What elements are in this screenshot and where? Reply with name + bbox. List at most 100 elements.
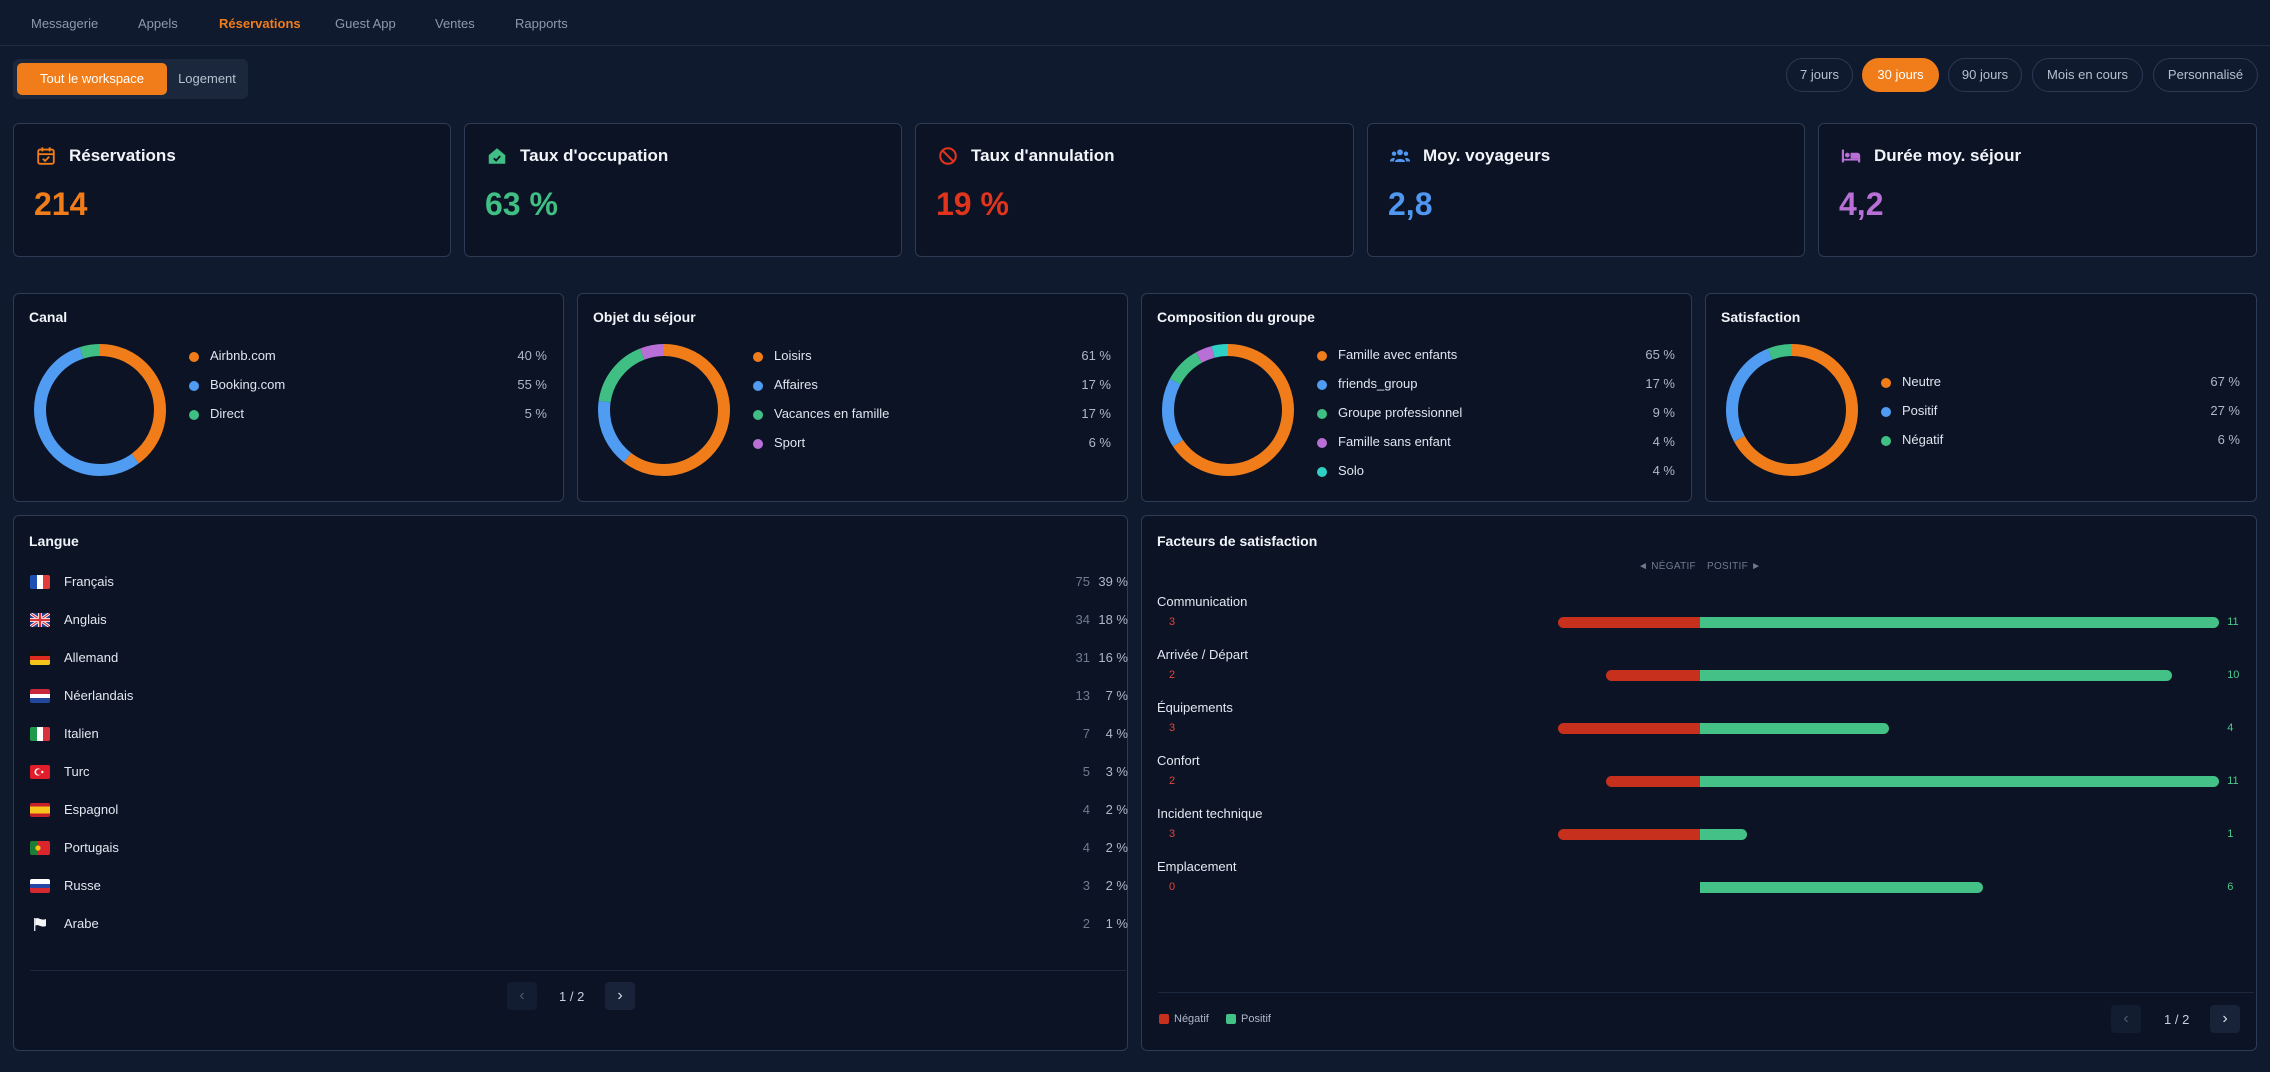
scope-toggle: Tout le workspace Logement: [13, 59, 248, 99]
legend-item[interactable]: Groupe professionnel 9 %: [1317, 405, 1675, 425]
white-flag-icon: [30, 917, 50, 931]
language-row: Allemand 31 16 %: [30, 649, 1128, 671]
language-percent: 7 %: [1105, 688, 1128, 703]
card-title: Objet du séjour: [593, 309, 696, 325]
donut-slice-2[interactable]: [34, 344, 166, 476]
factor-positive-bar[interactable]: [1700, 617, 2220, 628]
factor-positive-bar[interactable]: [1700, 829, 1748, 840]
ban-icon: [939, 147, 957, 165]
legend-label: Solo: [1338, 463, 1365, 478]
factor-positive-bar[interactable]: [1700, 723, 1889, 734]
donut-slice-4[interactable]: [1162, 344, 1294, 476]
legend-label: Affaires: [774, 377, 818, 392]
nav-item-guest-app[interactable]: Guest App: [335, 16, 396, 31]
legend-item[interactable]: Affaires 17 %: [753, 377, 1111, 397]
positive-axis-label: POSITIF ►: [1707, 561, 1762, 572]
factor-positive-bar[interactable]: [1700, 882, 1984, 893]
page-indicator: 1 / 2: [2164, 1012, 2190, 1027]
language-percent: 2 %: [1105, 878, 1128, 893]
legend-dot: [1317, 351, 1327, 361]
legend-item[interactable]: Famille sans enfant 4 %: [1317, 434, 1675, 454]
legend-item[interactable]: Direct 5 %: [189, 406, 547, 426]
next-page-button[interactable]: ›: [2210, 1005, 2240, 1033]
next-page-button[interactable]: ›: [605, 982, 635, 1010]
legend-item[interactable]: Loisirs 61 %: [753, 348, 1111, 368]
legend-negative-label: Négatif: [1174, 1013, 1209, 1025]
period-custom-button[interactable]: Personnalisé: [2153, 58, 2258, 92]
donut-slice-1[interactable]: [34, 344, 166, 476]
period-30-days-button[interactable]: 30 jours: [1862, 58, 1939, 92]
factor-positive-bar[interactable]: [1700, 670, 2172, 681]
factor-negative-bar[interactable]: [1605, 670, 1700, 681]
period-current-month-button[interactable]: Mois en cours: [2032, 58, 2143, 92]
donut-slice-3[interactable]: [598, 344, 730, 476]
divider: [1158, 992, 2254, 993]
legend-percent: 40 %: [517, 348, 547, 363]
legend-label: Neutre: [1902, 374, 1942, 389]
kpi-title: Taux d'occupation: [520, 146, 669, 165]
kpi-title: Moy. voyageurs: [1423, 146, 1551, 165]
legend-label: Loisirs: [774, 348, 812, 363]
legend-item[interactable]: Vacances en famille 17 %: [753, 406, 1111, 426]
donut-slice-2[interactable]: [1726, 344, 1858, 476]
language-name: Anglais: [64, 612, 107, 627]
nav-item-messagerie[interactable]: Messagerie: [31, 16, 99, 31]
scope-workspace-button[interactable]: Tout le workspace: [17, 63, 167, 95]
legend-dot: [1881, 378, 1891, 388]
kpi-card-reservations: Réservations 214: [13, 123, 451, 257]
language-percent: 18 %: [1098, 612, 1128, 627]
kpi-card-avg-guests: Moy. voyageurs 2,8: [1367, 123, 1805, 257]
factor-negative-bar[interactable]: [1558, 617, 1700, 628]
nav-item-ventes[interactable]: Ventes: [435, 16, 475, 31]
legend-label: Airbnb.com: [210, 348, 276, 363]
legend-percent: 27 %: [2210, 403, 2240, 418]
donut-card-purpose: Objet du séjour Loisirs 61 % Affaires 17 % V…: [577, 293, 1128, 502]
netherlands-flag-icon: [30, 689, 50, 703]
factor-negative-bar[interactable]: [1558, 723, 1700, 734]
page-indicator: 1 / 2: [559, 989, 585, 1004]
legend-dot: [1317, 438, 1327, 448]
legend-item[interactable]: Sport 6 %: [753, 435, 1111, 455]
legend-item[interactable]: Neutre 67 %: [1881, 374, 2240, 394]
period-7-days-button[interactable]: 7 jours: [1786, 58, 1853, 92]
nav-item-rapports[interactable]: Rapports: [515, 16, 568, 31]
scope-property-button[interactable]: Logement: [178, 71, 236, 86]
legend-item[interactable]: Booking.com 55 %: [189, 377, 547, 397]
legend-percent: 17 %: [1645, 376, 1675, 391]
factor-negative-bar[interactable]: [1558, 829, 1700, 840]
card-title: Facteurs de satisfaction: [1157, 533, 1318, 549]
legend-percent: 5 %: [524, 406, 547, 421]
language-percent: 4 %: [1105, 726, 1128, 741]
donut-slice-1[interactable]: [1726, 344, 1858, 476]
prev-page-button[interactable]: ‹: [2111, 1005, 2141, 1033]
donut-card-satisfaction: Satisfaction Neutre 67 % Positif 27 % Négati…: [1705, 293, 2257, 502]
legend-item[interactable]: Négatif 6 %: [1881, 432, 2240, 452]
legend-item[interactable]: friends_group 17 %: [1317, 376, 1675, 396]
kpi-value: 19 %: [936, 186, 1009, 222]
language-count: 2: [1082, 916, 1090, 931]
donut-slice-1[interactable]: [1162, 344, 1294, 476]
language-name: Espagnol: [64, 802, 119, 817]
divider: [30, 970, 1126, 971]
legend-item[interactable]: Solo 4 %: [1317, 463, 1675, 483]
legend-item[interactable]: Positif 27 %: [1881, 403, 2240, 423]
factor-negative-count: 3: [1169, 722, 1176, 734]
donut-slice-1[interactable]: [598, 344, 730, 476]
factor-negative-count: 3: [1169, 828, 1176, 840]
language-card: Langue Français 75 39 % Anglais 34 18 % Allema…: [13, 515, 1128, 1051]
factor-positive-bar[interactable]: [1700, 776, 2220, 787]
factor-label: Arrivée / Départ: [1157, 647, 1249, 662]
language-percent: 2 %: [1105, 802, 1128, 817]
language-count: 5: [1082, 764, 1090, 779]
prev-page-button[interactable]: ‹: [507, 982, 537, 1010]
legend-item[interactable]: Airbnb.com 40 %: [189, 348, 547, 368]
nav-item-appels[interactable]: Appels: [138, 16, 178, 31]
language-count: 3: [1082, 878, 1090, 893]
language-name: Portugais: [64, 840, 119, 855]
period-90-days-button[interactable]: 90 jours: [1948, 58, 2022, 92]
legend-dot: [1881, 436, 1891, 446]
factor-negative-bar[interactable]: [1605, 776, 1700, 787]
legend-item[interactable]: Famille avec enfants 65 %: [1317, 347, 1675, 367]
nav-item-reservations[interactable]: Réservations: [219, 16, 301, 31]
legend-dot: [753, 410, 763, 420]
